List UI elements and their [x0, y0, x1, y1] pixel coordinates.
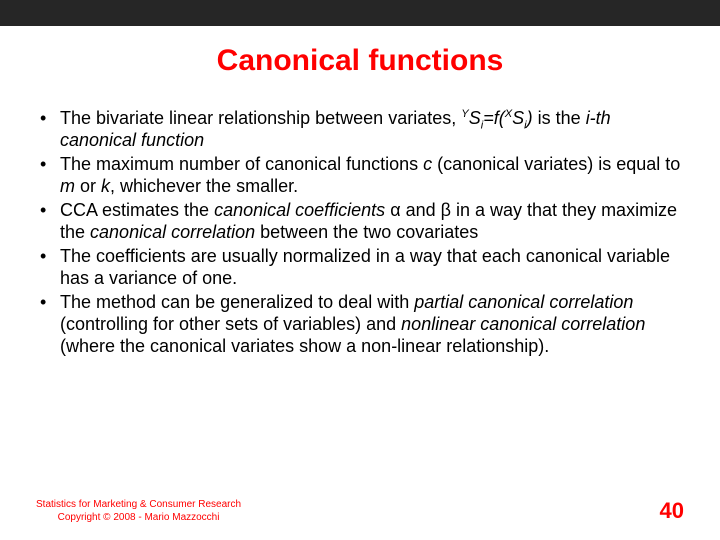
bullet-text-italic: nonlinear canonical correlation	[401, 314, 645, 334]
bullet-text-italic: c	[423, 154, 432, 174]
sym: S	[512, 108, 524, 128]
bullet-text: CCA estimates the	[60, 200, 214, 220]
bullet-list: The bivariate linear relationship betwee…	[36, 108, 684, 357]
bullet-text: (canonical variates) is equal to	[432, 154, 680, 174]
bullet-item: The bivariate linear relationship betwee…	[36, 108, 684, 152]
bullet-item: The maximum number of canonical function…	[36, 154, 684, 198]
page-number: 40	[660, 498, 684, 524]
sup: Y	[461, 108, 468, 120]
bullet-text: , whichever the smaller.	[110, 176, 298, 196]
bullet-text: is the	[533, 108, 586, 128]
bullet-text: The maximum number of canonical function…	[60, 154, 423, 174]
slide-title: Canonical functions	[36, 44, 684, 78]
bullet-text-italic: partial canonical correlation	[414, 292, 633, 312]
bullet-text-italic: m	[60, 176, 75, 196]
bullet-text: or	[75, 176, 101, 196]
bullet-text: The coefficients are usually normalized …	[60, 246, 670, 288]
footer-text: Statistics for Marketing & Consumer Rese…	[36, 499, 241, 524]
bullet-text-italic: k	[101, 176, 110, 196]
footer-line: Statistics for Marketing & Consumer Rese…	[36, 499, 241, 512]
bullet-item: The method can be generalized to deal wi…	[36, 292, 684, 358]
sym: S	[469, 108, 481, 128]
footer: Statistics for Marketing & Consumer Rese…	[36, 498, 684, 524]
footer-line: Copyright © 2008 - Mario Mazzocchi	[36, 512, 241, 525]
bullet-text: The bivariate linear relationship betwee…	[60, 108, 461, 128]
formula: YSi=f(XSi)	[461, 108, 532, 128]
bullet-text-italic: canonical coefficients	[214, 200, 385, 220]
sym: =f(	[483, 108, 505, 128]
bullet-text: (where the canonical variates show a non…	[60, 336, 549, 356]
bullet-text: The method can be generalized to deal wi…	[60, 292, 414, 312]
slide-body: Canonical functions The bivariate linear…	[0, 26, 720, 357]
bullet-item: The coefficients are usually normalized …	[36, 246, 684, 290]
bullet-item: CCA estimates the canonical coefficients…	[36, 200, 684, 244]
bullet-text-italic: canonical correlation	[90, 222, 255, 242]
bullet-text: (controlling for other sets of variables…	[60, 314, 401, 334]
top-bar	[0, 0, 720, 26]
bullet-text: between the two covariates	[255, 222, 478, 242]
